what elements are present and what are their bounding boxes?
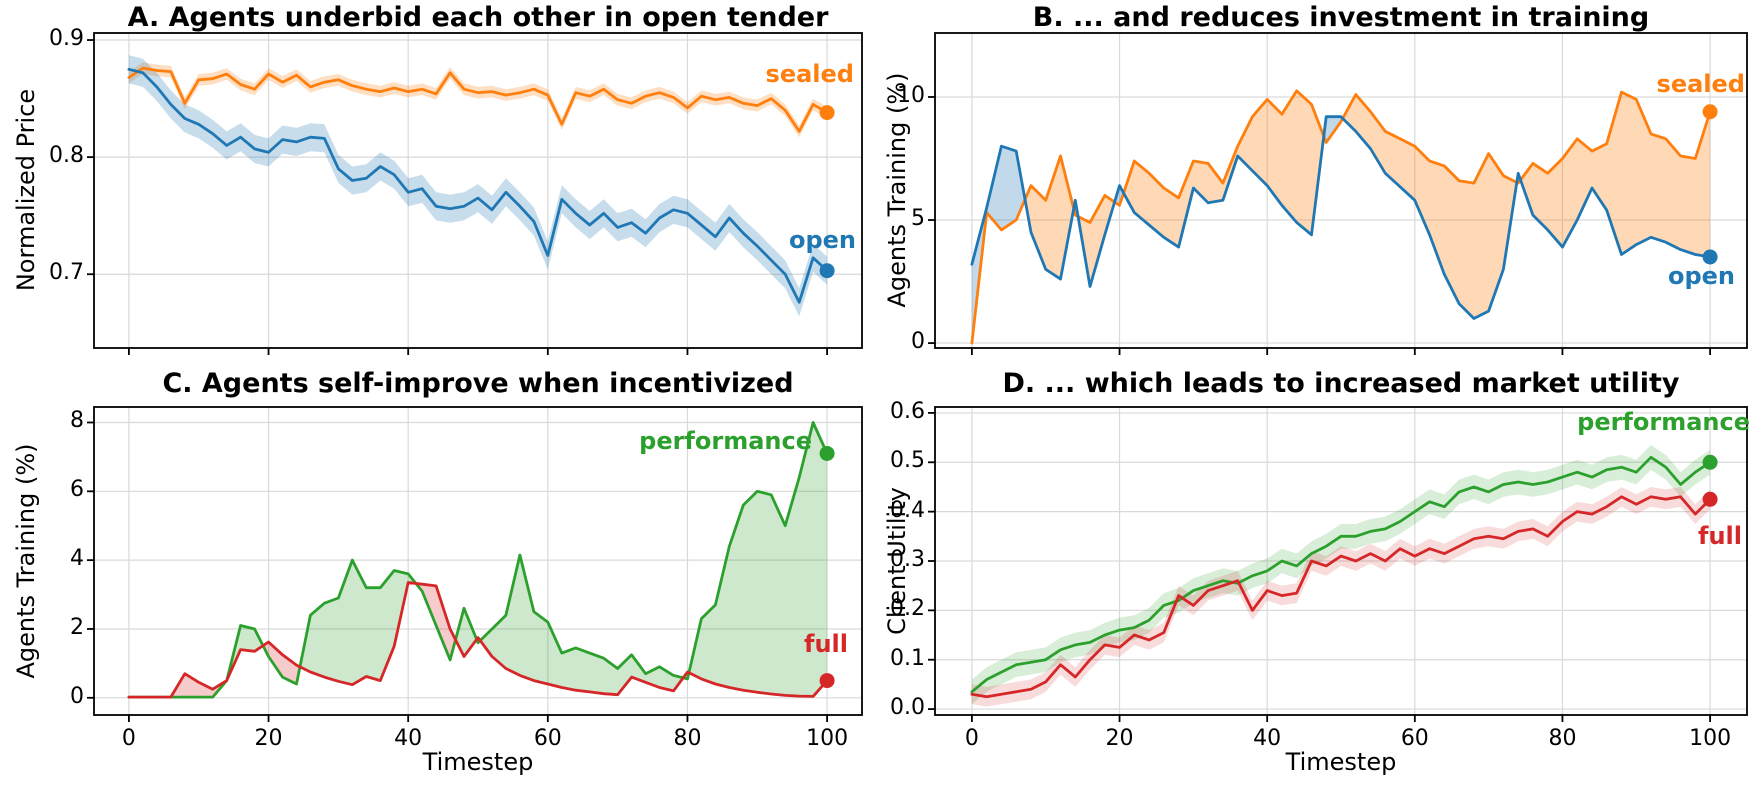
panel-a-ylabel: Normalized Price: [12, 88, 40, 292]
panel-d-xtick-label: 100: [1689, 726, 1732, 751]
panel-b-ytick-label: 10: [897, 82, 925, 108]
panel-a-ytick-label: 0.9: [49, 26, 84, 52]
panel-d-xtick-label: 20: [1105, 726, 1134, 751]
panel-b-label-open: open: [1667, 262, 1735, 290]
panel-d-ytick-label: 0.3: [890, 547, 925, 572]
panel-c-label-performance: performance: [639, 427, 812, 455]
panel-c-ytick-label: 0: [70, 683, 84, 709]
panel-d-ytick-label: 0.4: [890, 497, 925, 523]
panel-c-xtick-label: 80: [673, 726, 702, 751]
panel-b-title: B. ... and reduces investment in trainin…: [1032, 2, 1650, 33]
panel-b-ytick-label: 0: [911, 329, 925, 355]
panel-b-label-sealed: sealed: [1656, 70, 1745, 98]
panel-a-title: A. Agents underbid each other in open te…: [127, 2, 829, 33]
panel-c-ytick-label: 6: [70, 477, 84, 503]
panel-d-ytick-label: 0.5: [890, 448, 925, 474]
panel-d-ytick-label: 0.1: [890, 645, 925, 671]
panel-c-ytick-label: 8: [70, 408, 84, 434]
panel-a-label-sealed: sealed: [765, 60, 854, 88]
panel-d-label-performance: performance: [1577, 408, 1750, 436]
panel-d-xtick-label: 60: [1400, 726, 1429, 751]
panel-d-ytick-label: 0.2: [890, 596, 925, 622]
panel-c-xtick-label: 100: [806, 726, 849, 751]
panel-c-ytick-label: 4: [70, 546, 84, 572]
panel-c-title: C. Agents self-improve when incentivized: [162, 368, 794, 399]
panel-d-xtick-label: 40: [1253, 726, 1282, 751]
panel-c-label-full: full: [804, 630, 848, 658]
panel-d-title: D. ... which leads to increased market u…: [1002, 368, 1680, 399]
panel-d-ytick-label: 0.6: [890, 398, 925, 424]
panel-d-xlabel: Timestep: [1285, 748, 1397, 776]
panel-a-label-open: open: [788, 226, 856, 254]
panel-d-ytick-label: 0.0: [890, 695, 925, 721]
panel-d-xtick-label: 0: [964, 726, 979, 751]
panel-c-ytick-label: 2: [70, 614, 84, 640]
panel-a-ytick-label: 0.8: [49, 143, 84, 169]
panel-c-xtick-label: 0: [121, 726, 136, 751]
panel-c-xtick-label: 20: [254, 726, 283, 751]
panel-b-ytick-label: 5: [911, 206, 925, 232]
panel-c-xtick-label: 60: [533, 726, 562, 751]
panel-d-label-full: full: [1698, 522, 1742, 550]
panel-c-xlabel: Timestep: [422, 748, 534, 776]
panel-a-ytick-label: 0.7: [49, 260, 84, 286]
panel-d-xtick-label: 80: [1548, 726, 1577, 751]
panel-c-xtick-label: 40: [394, 726, 423, 751]
